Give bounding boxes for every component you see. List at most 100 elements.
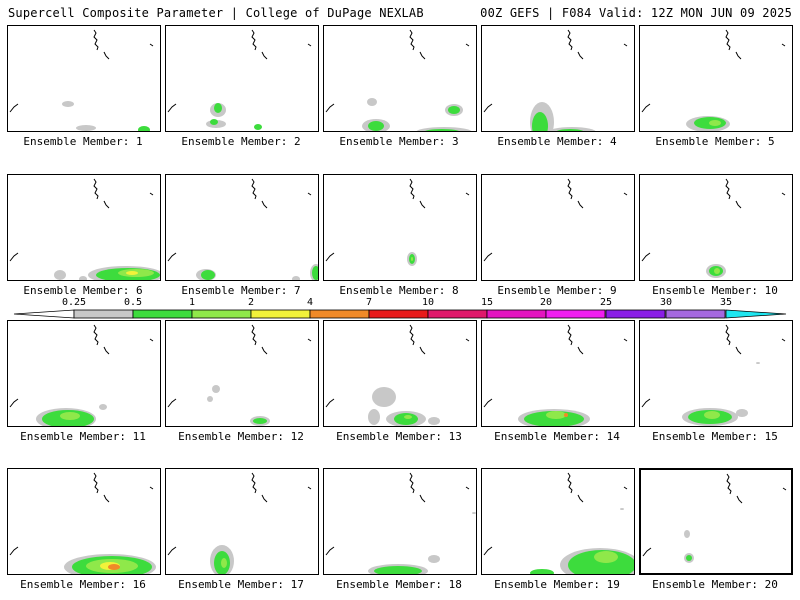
scp-contour-area	[472, 512, 476, 514]
member-label: Ensemble Member: 5	[655, 135, 775, 148]
member-label: Ensemble Member: 15	[652, 430, 778, 443]
member-map-plot	[9, 324, 154, 426]
scp-contour-area	[714, 268, 720, 274]
scp-contour-area	[404, 415, 412, 419]
coastline-outline	[325, 29, 470, 113]
scp-contour-area	[394, 413, 418, 425]
scp-contour-area	[79, 276, 87, 280]
member-map-plot	[483, 472, 634, 574]
member-label: Ensemble Member: 11	[20, 430, 146, 443]
member-label: Ensemble Member: 10	[652, 284, 778, 297]
coastline-outline	[167, 178, 312, 262]
scp-contour-area	[212, 385, 220, 393]
ensemble-member-map	[7, 320, 161, 427]
scp-contour-area	[556, 129, 584, 131]
colorbar-segment	[73, 309, 134, 319]
run-info: 00Z GEFS | F084 Valid: 12Z MON JUN 09 20…	[480, 6, 792, 20]
ensemble-member-map	[323, 174, 477, 281]
member-label: Ensemble Member: 16	[20, 578, 146, 591]
ensemble-member-map	[639, 174, 793, 281]
member-label: Ensemble Member: 18	[336, 578, 462, 591]
scp-contour-area	[546, 411, 566, 419]
member-map-plot	[325, 324, 470, 426]
member-map-plot	[325, 178, 470, 266]
colorbar-segment	[665, 309, 726, 319]
member-map-plot	[641, 29, 786, 131]
scp-contour-area	[54, 270, 66, 280]
scp-contour-area	[368, 409, 380, 425]
member-label: Ensemble Member: 2	[181, 135, 301, 148]
member-label: Ensemble Member: 8	[339, 284, 459, 297]
scp-contour-area	[367, 98, 377, 106]
member-map-plot	[167, 29, 312, 130]
scp-contour-area	[126, 271, 138, 275]
colorbar-tick-label: 30	[659, 297, 673, 308]
colorbar-tick-label: 10	[421, 297, 435, 308]
member-label: Ensemble Member: 3	[339, 135, 459, 148]
member-label: Ensemble Member: 19	[494, 578, 620, 591]
colorbar-segment	[250, 309, 311, 319]
colorbar-segment	[309, 309, 370, 319]
scp-contour-area	[60, 412, 80, 420]
colorbar-segment	[132, 309, 193, 319]
scp-contour-area	[709, 120, 721, 126]
colorbar-tick-label: 0.25	[61, 297, 87, 308]
member-label: Ensemble Member: 13	[336, 430, 462, 443]
colorbar-under-arrow	[13, 309, 75, 319]
coastline-outline	[9, 472, 154, 556]
member-label: Ensemble Member: 9	[497, 284, 617, 297]
member-label: Ensemble Member: 4	[497, 135, 617, 148]
colorbar-segment	[427, 309, 488, 319]
coastline-outline	[483, 324, 628, 408]
colorbar-tick-label: 2	[247, 297, 255, 308]
scp-contour-area	[201, 270, 215, 280]
member-map-plot	[167, 178, 318, 280]
ensemble-member-map	[481, 25, 635, 132]
colorbar-segment	[545, 309, 606, 319]
scp-contour-area	[214, 103, 222, 113]
member-map-plot	[642, 473, 787, 563]
coastline-outline	[9, 178, 154, 262]
ensemble-member-map	[165, 320, 319, 427]
scp-contour-area	[756, 362, 760, 364]
member-map-plot	[9, 472, 156, 574]
colorbar-segment	[486, 309, 547, 319]
scp-contour-area	[686, 555, 692, 561]
scp-contour-area	[532, 112, 548, 131]
member-map-plot	[641, 324, 786, 426]
colorbar-tick-label: 15	[480, 297, 494, 308]
coastline-outline	[9, 324, 154, 408]
coastline-outline	[641, 178, 786, 262]
coastline-outline	[167, 324, 312, 408]
scp-contour-area	[411, 257, 413, 261]
member-map-plot	[325, 29, 472, 131]
member-label: Ensemble Member: 17	[178, 578, 304, 591]
colorbar-segment	[605, 309, 666, 319]
scp-contour-area	[108, 564, 120, 570]
ensemble-member-map	[7, 174, 161, 281]
ensemble-member-map[interactable]	[639, 468, 793, 575]
colorbar-tick-label: 25	[599, 297, 613, 308]
ensemble-member-map	[323, 320, 477, 427]
colorbar-over-arrow	[725, 309, 787, 319]
member-map-plot	[483, 29, 628, 131]
coastline-outline	[9, 29, 154, 113]
coastline-outline	[483, 178, 628, 262]
member-map-plot	[9, 178, 160, 280]
map-title: Supercell Composite Parameter | College …	[8, 6, 424, 20]
member-label: Ensemble Member: 14	[494, 430, 620, 443]
scp-contour-area	[736, 409, 748, 417]
coastline-outline	[325, 324, 470, 408]
colorbar-tick-label: 0.5	[123, 297, 143, 308]
scp-contour-area	[684, 530, 690, 538]
scp-contour-area	[207, 396, 213, 402]
coastline-outline	[325, 472, 470, 556]
scp-contour-area	[448, 106, 460, 114]
member-label: Ensemble Member: 20	[652, 578, 778, 591]
ensemble-member-map	[165, 25, 319, 132]
member-map-plot	[167, 324, 312, 426]
ensemble-member-map	[323, 25, 477, 132]
scp-contour-area	[704, 411, 720, 419]
colorbar-segment	[368, 309, 429, 319]
colorbar-tick-label: 7	[365, 297, 373, 308]
